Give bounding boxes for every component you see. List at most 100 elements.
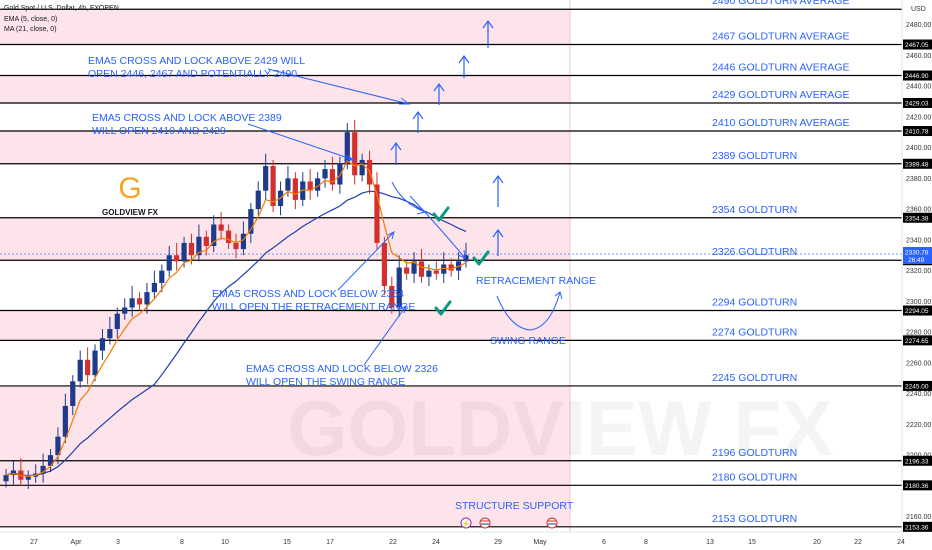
- ma-legend[interactable]: MA (21, close, 0): [4, 26, 57, 33]
- us-flag-icon[interactable]: [546, 517, 558, 529]
- pink-zone-1: [0, 75, 570, 103]
- ema-line: [5, 160, 467, 477]
- x-tick-label: 24: [897, 539, 905, 546]
- level-price-tag: 2389.48: [903, 158, 932, 169]
- candle: [448, 258, 454, 277]
- candle: [270, 159, 276, 213]
- level-label-11: 2196 GOLDTURN: [712, 447, 797, 459]
- candle: [263, 153, 269, 200]
- up-arrow: [390, 141, 402, 165]
- check-icon: [472, 250, 490, 266]
- candle: [463, 242, 469, 268]
- y-tick-label: 2320.00: [906, 268, 931, 275]
- candle: [381, 236, 387, 296]
- chart-title: Gold Spot / U.S. Dollar, 4h, FXOPEN: [4, 5, 119, 12]
- y-tick-label: 2160.00: [906, 514, 931, 521]
- arrowhead-swing-curve: [554, 291, 563, 300]
- level-price-tag: 2196.33: [903, 455, 932, 466]
- annotation-2354-line2: WILL OPEN THE RETRACEMENT RANGE: [212, 301, 415, 313]
- svg-text:2410.78: 2410.78: [905, 129, 929, 136]
- svg-text:2330.78: 2330.78: [905, 250, 929, 257]
- y-tick-label: 2460.00: [906, 53, 931, 60]
- arrow-curve-2: [409, 195, 466, 259]
- y-tick-label: 2440.00: [906, 84, 931, 91]
- price-axis[interactable]: USD 2160.002180.002200.002220.002240.002…: [901, 0, 932, 540]
- event-icons: ⚡: [460, 517, 558, 529]
- level-price-tag: 2294.05: [903, 305, 932, 316]
- arrow-curve-1: [391, 181, 426, 213]
- logo-mark: G: [118, 172, 141, 205]
- level-label-8: 2294 GOLDTURN: [712, 297, 797, 309]
- svg-text:⚡: ⚡: [462, 519, 471, 528]
- candle: [10, 461, 17, 485]
- candle: [352, 119, 358, 185]
- svg-text:26:49: 26:49: [908, 257, 925, 264]
- lightning-icon[interactable]: [460, 517, 472, 529]
- annotation-2326-line1: EMA5 CROSS AND LOCK BELOW 2326: [246, 363, 438, 375]
- arrow-to-2429: [267, 68, 410, 105]
- candle: [122, 298, 128, 320]
- x-tick-label: 13: [706, 539, 714, 546]
- x-tick-label: 8: [180, 539, 184, 546]
- x-tick-label: 10: [221, 539, 229, 546]
- candle: [411, 252, 417, 283]
- candle: [99, 329, 106, 360]
- candle: [418, 249, 425, 283]
- svg-text:2467.05: 2467.05: [905, 42, 929, 49]
- y-tick-label: 2380.00: [906, 176, 931, 183]
- time-axis[interactable]: 27 Apr 3 8 10 15 17 22 24 29 May 6 8 13 15 20 22 24: [0, 531, 905, 550]
- candle: [404, 261, 410, 280]
- swing-curve: [496, 291, 561, 331]
- svg-text:2196.33: 2196.33: [905, 458, 929, 465]
- level-label-9: 2274 GOLDTURN: [712, 326, 797, 338]
- level-price-tag: 2446.90: [903, 70, 932, 81]
- svg-text:2446.90: 2446.90: [905, 73, 929, 80]
- level-label-2: 2446 GOLDTURN AVERAGE: [712, 61, 850, 73]
- svg-text:2153.36: 2153.36: [905, 524, 929, 531]
- y-tick-label: 2280.00: [906, 330, 931, 337]
- x-tick-label: 20: [813, 539, 821, 546]
- watermark-text: GOLDVIEW FX: [287, 384, 833, 472]
- candle: [225, 224, 232, 250]
- level-price-tag: 2274.65: [903, 335, 932, 346]
- x-tick-label: May: [533, 539, 547, 546]
- candle: [322, 159, 328, 188]
- annotation-2389-line2: WILL OPEN 2410 AND 2429: [92, 125, 226, 137]
- y-tick-label: 2220.00: [906, 422, 931, 429]
- up-arrow: [433, 82, 445, 105]
- check-icon: [434, 300, 452, 316]
- candle: [159, 264, 165, 293]
- ma-line: [5, 190, 467, 477]
- x-tick-label: 15: [283, 539, 291, 546]
- us-flag-icon[interactable]: [479, 517, 491, 529]
- candle: [359, 153, 365, 182]
- up-arrow: [412, 110, 424, 133]
- level-price-tag: 2180.36: [903, 480, 932, 491]
- candle: [233, 233, 239, 259]
- candle: [218, 212, 224, 240]
- x-tick-label: 17: [326, 539, 334, 546]
- candle: [62, 393, 68, 443]
- candle: [3, 468, 9, 488]
- svg-text:2180.36: 2180.36: [905, 483, 929, 490]
- candle: [85, 347, 91, 385]
- x-tick-label: 6: [602, 539, 606, 546]
- arrowhead-2429: [399, 97, 411, 105]
- y-tick-label: 2260.00: [906, 360, 931, 367]
- annotation-2429-line1: EMA5 CROSS AND LOCK ABOVE 2429 WILL: [88, 55, 305, 67]
- svg-text:2389.48: 2389.48: [905, 161, 929, 168]
- retracement-range-label: RETRACEMENT RANGE: [476, 275, 596, 287]
- level-label-0: 2490 GOLDTURN AVERAGE: [712, 0, 850, 7]
- candle: [144, 282, 150, 314]
- x-tick-label: Apr: [71, 539, 83, 546]
- ema-legend[interactable]: EMA (5, close, 0): [4, 16, 57, 23]
- candle: [374, 172, 380, 250]
- y-tick-label: 2480.00: [906, 22, 931, 29]
- annotation-2429-line2: OPEN 2446, 2467 AND POTENTIALLY 2490: [88, 68, 297, 80]
- up-arrow: [492, 174, 504, 207]
- svg-text:2245.00: 2245.00: [905, 383, 929, 390]
- level-label-7: 2326 GOLDTURN: [712, 246, 797, 258]
- candle: [329, 156, 336, 191]
